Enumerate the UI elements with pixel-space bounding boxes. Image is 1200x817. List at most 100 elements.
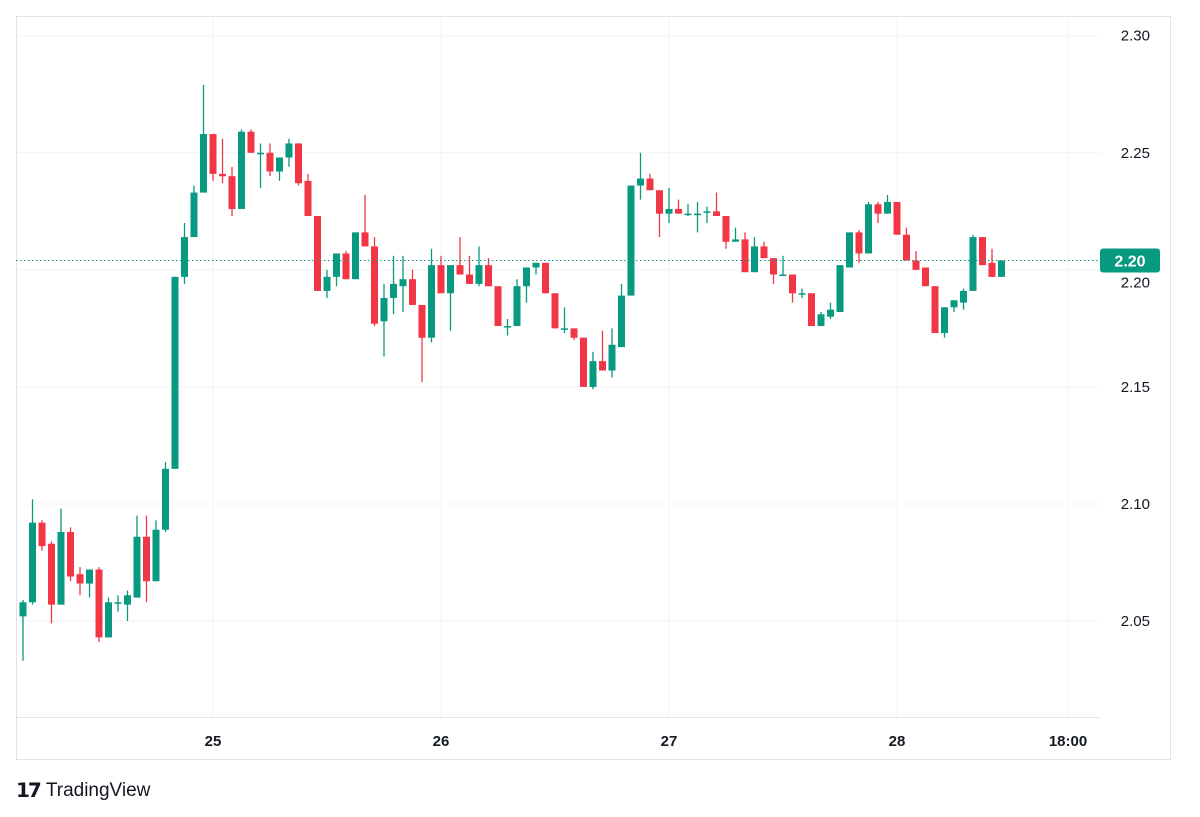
candle-body	[912, 260, 920, 270]
candle	[456, 237, 464, 275]
candle	[247, 129, 255, 153]
candle	[523, 267, 530, 303]
candle	[86, 569, 93, 598]
candle-body	[409, 279, 416, 305]
last-price-label: 2.20	[1114, 253, 1145, 270]
candle-body	[779, 274, 787, 277]
candle-body	[247, 131, 255, 153]
candle-body	[922, 267, 929, 287]
candle	[760, 241, 768, 259]
candle-body	[808, 293, 815, 327]
candle-body	[86, 569, 93, 584]
candle-body	[665, 208, 673, 214]
candle-body	[238, 131, 245, 209]
candle	[162, 461, 169, 533]
candle-body	[732, 239, 739, 242]
candle	[181, 223, 188, 284]
candle-body	[143, 536, 150, 582]
candle-body	[988, 262, 996, 277]
candle-body	[190, 192, 198, 238]
candle-body	[162, 468, 169, 530]
candle-body	[399, 279, 407, 287]
candle	[171, 276, 179, 469]
candle	[276, 157, 283, 181]
candle-body	[798, 293, 806, 295]
candle	[998, 260, 1005, 277]
candle-body	[523, 267, 530, 287]
candle	[580, 337, 587, 387]
candle-body	[314, 215, 321, 291]
candle	[133, 515, 141, 598]
candle	[874, 201, 882, 224]
candle	[960, 288, 967, 310]
candle-body	[656, 190, 663, 214]
time-axis[interactable]: 25 26 27 28 18:00	[205, 733, 1088, 750]
candle	[884, 194, 891, 214]
candle-body	[447, 265, 454, 294]
candle	[285, 138, 293, 167]
candle	[751, 237, 758, 273]
candle	[352, 232, 359, 280]
candle-body	[998, 260, 1005, 277]
candle	[599, 330, 606, 371]
candle	[836, 265, 844, 312]
candle	[361, 194, 369, 247]
candle	[494, 286, 502, 327]
candle-body	[817, 314, 825, 327]
candle	[390, 255, 397, 315]
candle-body	[884, 201, 891, 214]
candle	[713, 192, 720, 216]
candle-body	[893, 201, 901, 235]
candle	[504, 319, 511, 336]
y-tick-label: 2.20	[1121, 274, 1150, 291]
candle-body	[485, 265, 492, 287]
y-tick-label: 2.30	[1121, 28, 1150, 45]
candle	[152, 520, 160, 582]
candle-body	[114, 602, 122, 604]
y-tick-label: 2.25	[1121, 145, 1150, 162]
candle	[342, 251, 350, 280]
candle	[893, 201, 901, 235]
candle-body	[960, 290, 967, 303]
candle	[988, 248, 996, 277]
candle	[855, 230, 863, 263]
price-axis[interactable]: 2.30 2.25 2.20 2.15 2.10 2.05	[1121, 28, 1150, 630]
candle	[732, 227, 739, 242]
candle	[532, 262, 540, 275]
candle-body	[124, 595, 131, 605]
y-tick-label: 2.05	[1121, 613, 1150, 630]
candle-body	[608, 344, 616, 371]
candle-body	[741, 239, 749, 273]
x-tick-label: 18:00	[1049, 733, 1087, 750]
candle-body	[105, 602, 112, 638]
candle	[846, 232, 853, 268]
candle-body	[200, 134, 207, 193]
candle-body	[390, 283, 397, 298]
candle-body	[675, 208, 682, 214]
candle	[703, 206, 711, 224]
candle	[950, 300, 958, 312]
candle-body	[95, 569, 103, 638]
candle-body	[969, 237, 977, 291]
tradingview-logo[interactable]: 𝟭𝟳 TradingView	[16, 778, 150, 803]
candle	[19, 599, 27, 661]
y-tick-label: 2.10	[1121, 496, 1150, 513]
candle	[257, 143, 264, 188]
candle	[323, 269, 331, 298]
candle	[209, 134, 217, 181]
candle-body	[703, 211, 711, 213]
candle	[266, 143, 274, 177]
candle	[570, 328, 578, 341]
candle-body	[371, 246, 378, 324]
candle	[561, 307, 568, 334]
candle-body	[513, 286, 521, 327]
candle-body	[627, 185, 635, 296]
candle	[114, 595, 122, 612]
candle	[295, 143, 302, 186]
candle-body	[418, 304, 426, 338]
candle-body	[836, 265, 844, 312]
candle	[76, 567, 84, 596]
logo-text: TradingView	[45, 779, 151, 801]
candle-body	[361, 232, 369, 247]
